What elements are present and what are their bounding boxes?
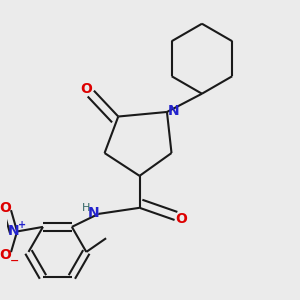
Text: N: N xyxy=(168,104,179,118)
Text: +: + xyxy=(18,220,26,230)
Text: −: − xyxy=(9,256,19,266)
Text: N: N xyxy=(88,206,100,220)
Text: H: H xyxy=(82,203,91,213)
Text: O: O xyxy=(80,82,92,96)
Text: O: O xyxy=(0,248,11,262)
Text: N: N xyxy=(8,224,19,239)
Text: O: O xyxy=(175,212,187,226)
Text: O: O xyxy=(0,201,11,215)
